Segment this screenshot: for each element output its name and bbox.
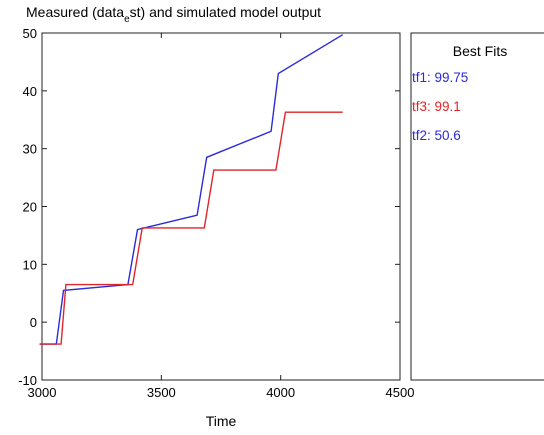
y-tick-label: -10 [18, 373, 37, 388]
x-axis-label: Time [206, 413, 237, 429]
best-fit-item: tf3: 99.1 [412, 99, 461, 114]
y-tick-label: 30 [23, 142, 37, 157]
series-line-0 [39, 34, 344, 345]
series-lines [39, 34, 344, 345]
series-line-1 [39, 111, 343, 345]
y-tick-label: 50 [23, 26, 37, 41]
y-tick-label: 10 [23, 257, 37, 272]
axis-ticks: 3000 3500 4000 4500 50 40 30 20 10 0 -10 [18, 26, 414, 400]
plot-area [41, 32, 401, 381]
best-fit-item: tf2: 50.6 [412, 128, 461, 143]
y-tick-label: 20 [23, 200, 37, 215]
x-tick-label: 4500 [386, 385, 415, 400]
best-fit-item: tf1: 99.75 [412, 70, 468, 85]
y-tick-label: 0 [30, 315, 37, 330]
chart-title: Measured (dataest) and simulated model o… [26, 4, 321, 25]
best-fits-panel [410, 32, 544, 381]
y-tick-label: 40 [23, 84, 37, 99]
best-fits-title: Best Fits [453, 43, 507, 59]
x-tick-label: 3500 [147, 385, 176, 400]
x-tick-label: 4000 [266, 385, 295, 400]
x-tick-label: 3000 [28, 385, 57, 400]
